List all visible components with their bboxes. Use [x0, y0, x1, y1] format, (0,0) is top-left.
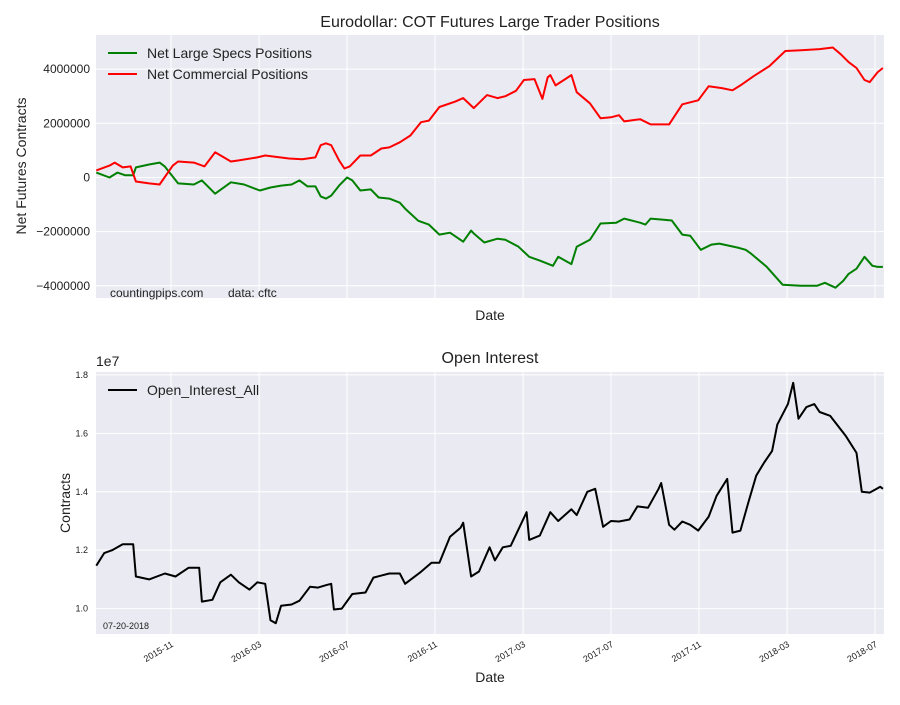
y-tick-label: −2000000 — [36, 225, 90, 239]
y-tick-label: 1.2 — [75, 545, 88, 555]
chart-title-top: Eurodollar: COT Futures Large Trader Pos… — [320, 14, 659, 31]
x-tick-label: 2018-07 — [845, 639, 879, 664]
x-axis-label-bottom: Date — [475, 669, 505, 685]
y-axis-label-bottom: Contracts — [57, 473, 73, 533]
y-ticks-bottom: 1.0 1.2 1.4 1.6 1.8 — [75, 370, 88, 614]
legend-label-open-interest: Open_Interest_All — [147, 382, 259, 398]
series-line-open-interest-all — [95, 381, 884, 625]
y-tick-label: 1.0 — [75, 604, 88, 614]
y-tick-label: 1.8 — [75, 370, 88, 380]
series-line-net-large-specs-positions — [95, 161, 883, 289]
x-tick-label: 2016-03 — [230, 639, 264, 664]
chart-title-bottom: Open Interest — [442, 350, 540, 367]
open-interest-chart: Open Interest 1.0 1.2 1.4 1.6 1.8 2015-1… — [57, 350, 884, 685]
legend-label-commercial: Net Commercial Positions — [147, 66, 308, 82]
legend-top: Net Large Specs Positions Net Commercial… — [108, 45, 312, 82]
y-tick-label: 1.4 — [75, 487, 88, 497]
data-annotation: data: cftc — [228, 286, 277, 300]
net-positions-chart: Eurodollar: COT Futures Large Trader Pos… — [13, 14, 884, 323]
series-lines-bottom — [95, 381, 884, 625]
legend-label-specs: Net Large Specs Positions — [147, 45, 312, 61]
source-annotation: countingpips.com — [110, 286, 203, 300]
y-tick-label: 4000000 — [43, 62, 90, 76]
y-axis-label-top: Net Futures Contracts — [13, 98, 29, 235]
x-tick-label: 2017-11 — [670, 639, 703, 664]
date-annotation: 07-20-2018 — [103, 621, 149, 631]
series-line-net-commercial-positions — [95, 46, 884, 186]
y-tick-label: −4000000 — [36, 279, 90, 293]
x-axis-label-top: Date — [475, 307, 505, 323]
y-ticks-top: −4000000 −2000000 0 2000000 4000000 — [36, 62, 90, 293]
y-offset-label: 1e7 — [96, 353, 120, 369]
y-tick-label: 2000000 — [43, 116, 90, 130]
y-tick-label: 1.6 — [75, 428, 88, 438]
x-tick-label: 2017-07 — [581, 639, 615, 664]
x-tick-label: 2015-11 — [142, 639, 175, 664]
plot-area-bottom — [96, 372, 884, 634]
x-tick-label: 2016-11 — [406, 639, 439, 664]
x-tick-label: 2017-03 — [494, 639, 528, 664]
legend-bottom: Open_Interest_All — [108, 382, 259, 398]
series-lines-top — [95, 46, 884, 289]
x-ticks-bottom: 2015-11 2016-03 2016-07 2016-11 2017-03 … — [142, 639, 879, 664]
y-tick-label: 0 — [83, 170, 90, 184]
x-tick-label: 2018-03 — [758, 639, 792, 664]
x-tick-label: 2016-07 — [317, 639, 351, 664]
gridlines-top — [96, 35, 884, 298]
